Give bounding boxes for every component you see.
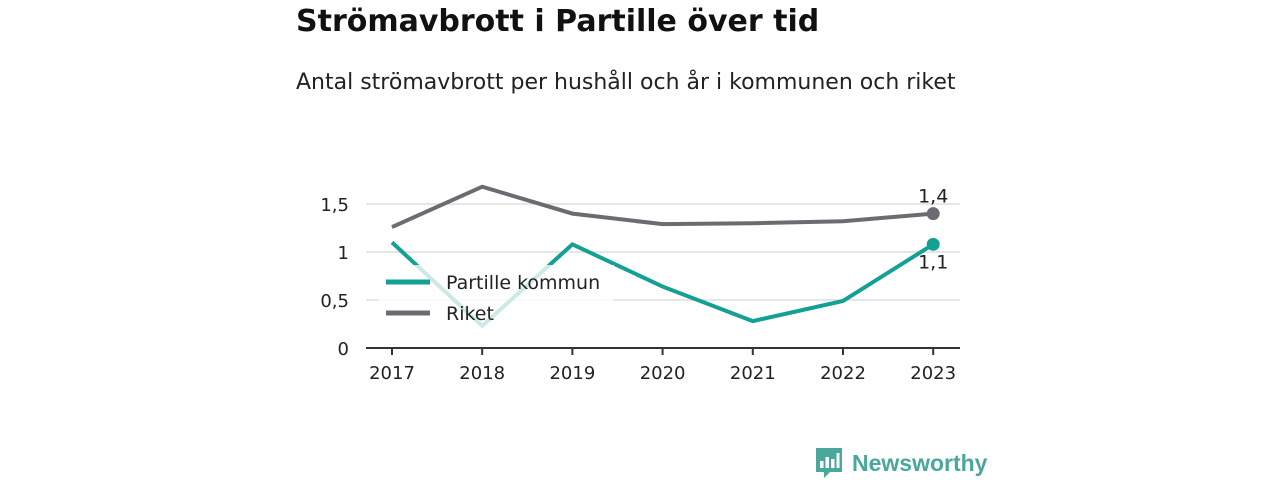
x-tick-label: 2023 [910, 363, 956, 384]
x-tick-label: 2022 [820, 363, 866, 384]
series-line-riket [391, 184, 934, 229]
newsworthy-logo-text: Newsworthy [852, 449, 988, 476]
end-point-marker [926, 207, 940, 221]
legend-label: Partille kommun [446, 272, 600, 294]
legend-background [378, 265, 614, 331]
chart-title: Strömavbrott i Partille över tid [296, 4, 820, 39]
line-chart: 0 0,5 1 1,5 2017 2018 2019 2020 2021 2022 2023 Part… [320, 184, 960, 384]
y-tick-label: 0,5 [320, 291, 349, 312]
data-label: 1,4 [918, 186, 948, 208]
x-tick-label: 2018 [459, 363, 505, 384]
y-tick-label: 1,5 [320, 195, 349, 216]
newsworthy-logo-icon [816, 448, 842, 478]
y-tick-label: 1 [338, 243, 349, 264]
newsworthy-logo: Newsworthy [814, 446, 987, 480]
legend-label: Riket [446, 303, 494, 325]
data-label: 1,1 [918, 251, 948, 273]
x-tick-label: 2019 [549, 363, 595, 384]
x-tick-label: 2017 [369, 363, 415, 384]
chart-subtitle: Antal strömavbrott per hushåll och år i … [296, 70, 956, 95]
x-tick-label: 2020 [640, 363, 686, 384]
end-point-marker [926, 237, 940, 251]
x-tick-label: 2021 [730, 363, 776, 384]
y-tick-label: 0 [338, 339, 349, 360]
